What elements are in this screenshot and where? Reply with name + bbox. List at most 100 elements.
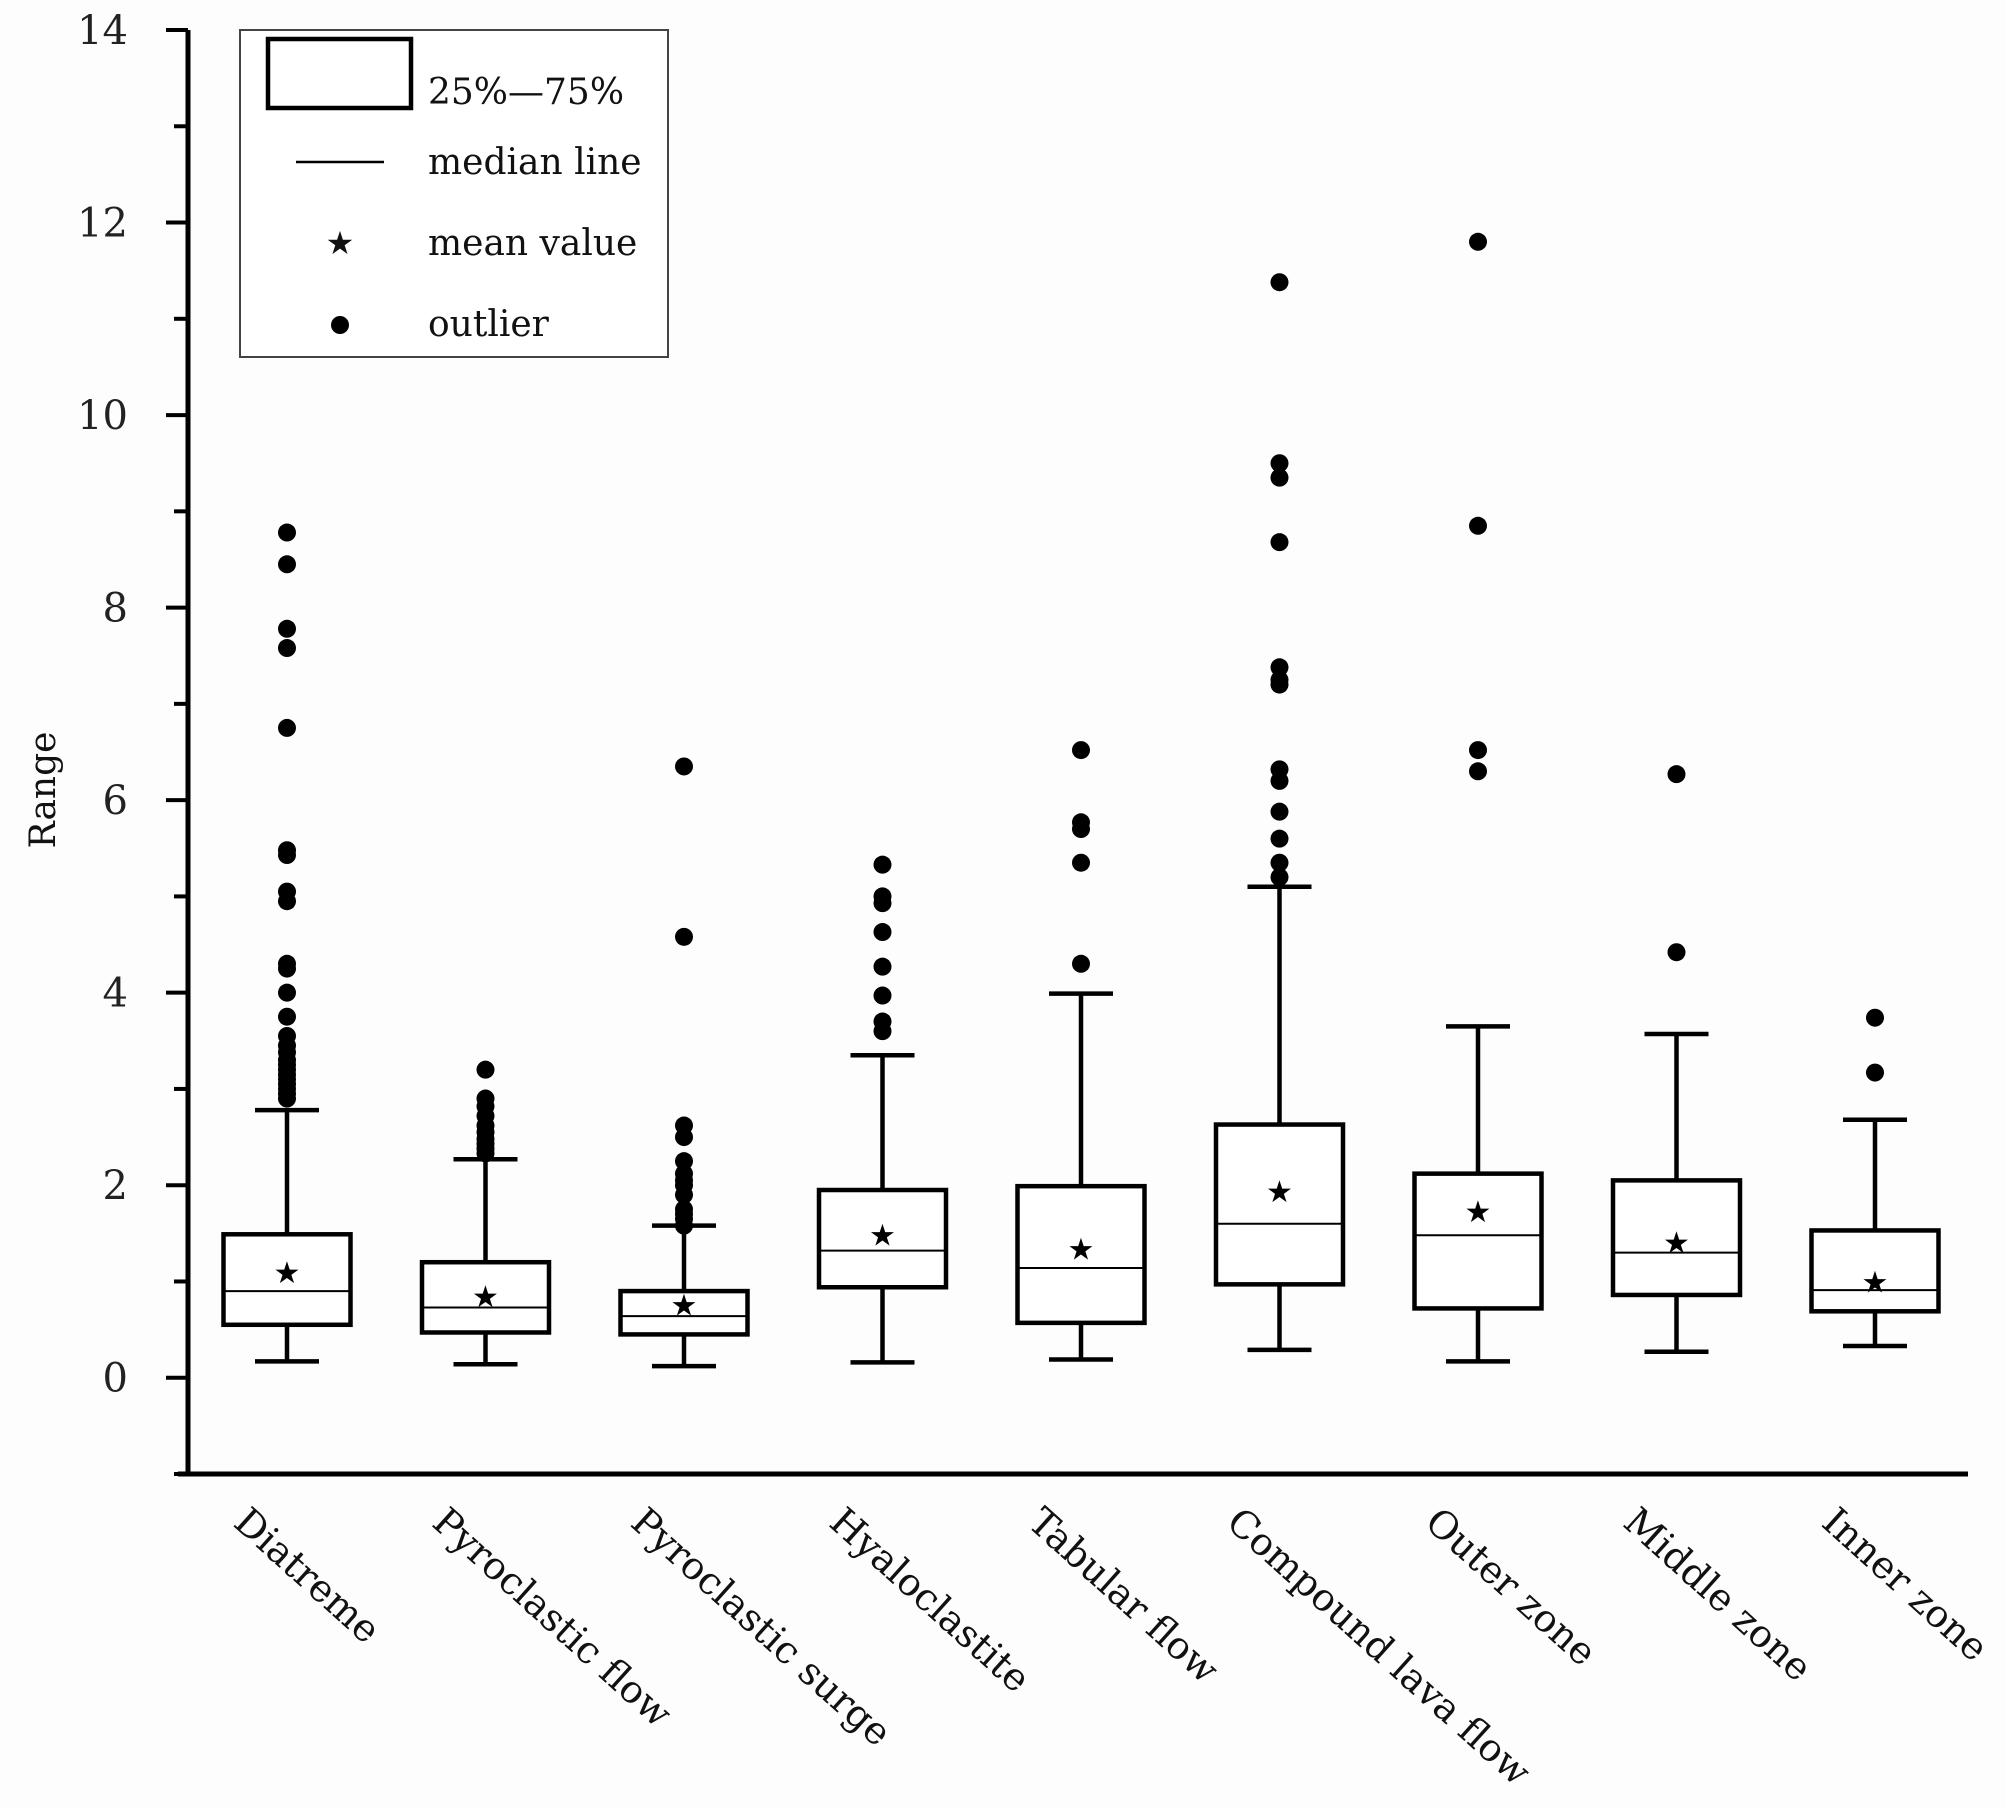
box-group: ★ <box>618 757 750 1369</box>
iqr-box <box>618 1288 750 1337</box>
outlier-point <box>1667 765 1686 784</box>
legend-box-swatch <box>265 36 414 111</box>
category-label: Tabular flow <box>1020 1499 1228 1692</box>
outlier-point <box>675 757 693 776</box>
category-label: Middle zone <box>1615 1499 1820 1690</box>
outlier-point <box>1270 868 1289 887</box>
outlier-point <box>1270 533 1289 552</box>
legend-label-outlier: outlier <box>428 304 550 345</box>
y-tick-label: 8 <box>103 586 128 632</box>
outlier-point <box>1270 454 1289 473</box>
outlier-point <box>278 718 296 737</box>
category-label: Diatreme <box>226 1499 389 1652</box>
outlier-point <box>278 983 296 1002</box>
category-label: Inner zone <box>1814 1499 1997 1670</box>
box-group: ★ <box>1412 232 1544 1364</box>
outlier-point <box>1469 762 1487 781</box>
outlier-point <box>1270 829 1289 848</box>
outlier-point <box>278 619 296 638</box>
box-group: ★ <box>816 855 949 1365</box>
box-group: ★ <box>1213 273 1346 1353</box>
y-tick-label: 6 <box>103 778 128 824</box>
outlier-point <box>675 1200 693 1219</box>
iqr-box <box>1610 1178 1743 1298</box>
mean-star: ★ <box>1862 1265 1889 1300</box>
outlier-point <box>278 523 296 542</box>
y-tick-label: 4 <box>103 971 128 1017</box>
outlier-point <box>1072 813 1090 832</box>
category-label: Outer zone <box>1417 1499 1605 1675</box>
outlier-point <box>1469 516 1487 535</box>
mean-star: ★ <box>1465 1195 1492 1230</box>
outlier-point <box>1072 954 1090 973</box>
y-tick-label: 12 <box>77 201 128 247</box>
y-tick-label: 0 <box>103 1356 128 1402</box>
outlier-point <box>278 954 296 973</box>
outlier-point <box>1469 232 1487 251</box>
outlier-point <box>1469 741 1487 760</box>
box-group: ★ <box>1015 741 1147 1362</box>
mean-star: ★ <box>1068 1233 1095 1268</box>
y-tick-label: 14 <box>77 8 128 54</box>
outlier-point <box>1072 741 1090 760</box>
legend-label-mean: mean value <box>428 223 637 264</box>
y-axis-label: Range <box>23 732 64 849</box>
outlier-point <box>675 1152 693 1171</box>
legend-label-median: median line <box>428 142 642 183</box>
legend-label-box: 25%—75% <box>428 72 624 113</box>
iqr-box <box>816 1187 949 1290</box>
outlier-point <box>278 1007 296 1026</box>
category-label: Hyaloclastite <box>821 1499 1039 1701</box>
iqr-box <box>1412 1171 1544 1311</box>
outlier-point <box>873 1012 892 1031</box>
mean-star: ★ <box>472 1280 499 1315</box>
outlier-point <box>873 986 892 1005</box>
mean-star: ★ <box>671 1289 698 1324</box>
outlier-point <box>1072 853 1090 872</box>
box-group: ★ <box>1809 1008 1941 1349</box>
outlier-point <box>1270 273 1289 292</box>
outlier-point <box>476 1089 495 1108</box>
outlier-point <box>873 923 892 942</box>
box-group: ★ <box>1610 765 1743 1354</box>
mean-star: ★ <box>869 1218 896 1253</box>
mean-star: ★ <box>274 1256 301 1291</box>
mean-star: ★ <box>1266 1175 1293 1210</box>
iqr-box <box>419 1259 552 1335</box>
outlier-point <box>278 841 296 860</box>
outlier-point <box>1866 1008 1884 1027</box>
outlier-point <box>278 1026 296 1045</box>
outlier-point <box>1667 943 1686 962</box>
outlier-point <box>675 927 693 946</box>
outlier-point <box>1270 468 1289 487</box>
box-group: ★ <box>221 523 353 1364</box>
outlier-point <box>1270 853 1289 872</box>
y-tick-label: 10 <box>77 393 128 439</box>
legend-dot-icon <box>331 316 349 334</box>
legend: 25%—75% median line ★ mean value outlier <box>239 29 669 358</box>
y-tick-label: 2 <box>103 1163 128 1209</box>
box-series: ★ ★ ★ ★ ★ ★ ★ ★ ★ <box>221 232 1941 1369</box>
outlier-point <box>1270 658 1289 677</box>
outlier-point <box>675 1116 693 1135</box>
legend-star-icon: ★ <box>326 224 355 262</box>
outlier-point <box>278 555 296 574</box>
mean-star: ★ <box>1663 1226 1690 1261</box>
outlier-point <box>1270 670 1289 689</box>
outlier-point <box>873 957 892 976</box>
iqr-box <box>1015 1183 1147 1326</box>
outlier-point <box>278 882 296 901</box>
outlier-point <box>873 855 892 874</box>
outlier-point <box>1270 802 1289 821</box>
iqr-box <box>1809 1228 1941 1314</box>
iqr-box <box>1213 1122 1346 1287</box>
outlier-point <box>1270 760 1289 779</box>
box-group: ★ <box>419 1060 552 1367</box>
outlier-point <box>1866 1063 1884 1082</box>
outlier-point <box>873 887 892 906</box>
outlier-point <box>675 1164 693 1183</box>
outlier-point <box>278 639 296 658</box>
outlier-point <box>476 1060 495 1079</box>
